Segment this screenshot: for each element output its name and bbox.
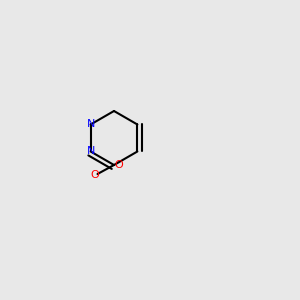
Text: O: O — [114, 160, 123, 170]
Text: O: O — [90, 170, 99, 181]
Text: N: N — [86, 146, 95, 157]
Text: N: N — [86, 119, 95, 130]
